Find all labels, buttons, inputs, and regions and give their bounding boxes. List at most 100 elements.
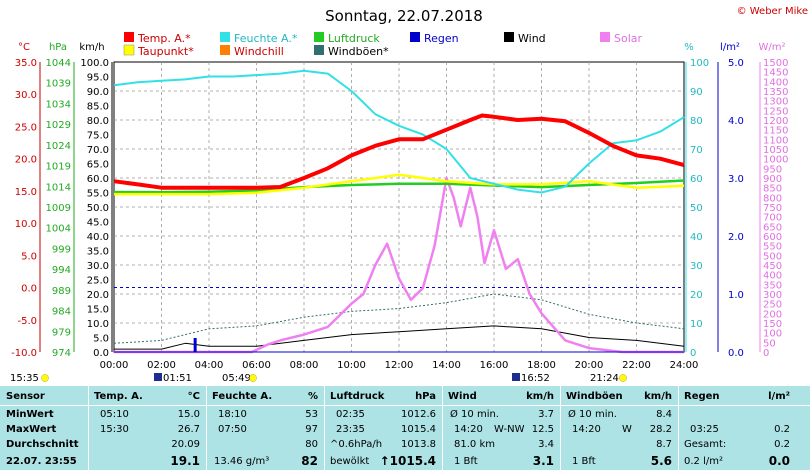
solar-tick-label: 450 — [763, 261, 782, 272]
wind-tick-label: 75.0 — [87, 131, 109, 142]
legend-label-temp: Temp. A.* — [137, 32, 191, 45]
wind-tick-label: 55.0 — [87, 189, 109, 200]
solar-tick-label: 700 — [763, 213, 782, 224]
press-tick-label: 1029 — [46, 120, 71, 131]
series-layer — [113, 69, 685, 354]
wind-avg10-value: 3.7 — [538, 409, 554, 420]
gust-max-dir: W — [622, 424, 632, 435]
header-rain-unit: l/m² — [768, 391, 790, 402]
grid — [114, 62, 684, 352]
header-temp: Temp. A. — [94, 391, 143, 402]
unit-rain: l/m² — [720, 42, 740, 53]
marker-moon2-time: 16:52 — [521, 373, 550, 384]
legend-label-humidity: Feuchte A.* — [234, 32, 298, 45]
x-tick-label: 16:00 — [480, 360, 509, 371]
moon-icon-1 — [154, 373, 162, 381]
header-hum-unit: % — [307, 391, 318, 402]
x-tick-label: 06:00 — [242, 360, 271, 371]
series-line-wind — [114, 325, 685, 350]
wind-tick-label: 40.0 — [87, 232, 109, 243]
press-tick-label: 1004 — [46, 224, 71, 235]
press-tick-label: 1039 — [46, 79, 71, 90]
wind-tick-label: 25.0 — [87, 276, 109, 287]
wind-avg10-label: Ø 10 min. — [450, 409, 499, 420]
solar-tick-label: 1500 — [763, 58, 788, 69]
unit-temp: °C — [18, 42, 30, 53]
rain-total-label: Gesamt: — [684, 439, 727, 450]
press-min-time: 02:35 — [336, 409, 365, 420]
rain-tick-label: 5.0 — [728, 58, 744, 69]
legend-swatch-dewpoint — [123, 44, 135, 56]
solar-tick-label: 150 — [763, 319, 782, 330]
gust-max-time: 14:20 — [572, 424, 601, 435]
legend-label-rain: Regen — [424, 32, 459, 45]
hum-tick-label: 50 — [690, 203, 703, 214]
wind-tick-label: 95.0 — [87, 73, 109, 84]
hum-max-time: 07:50 — [218, 424, 247, 435]
legend-swatch-temp — [124, 32, 134, 42]
wind-tick-label: 0.0 — [93, 348, 109, 359]
header-wind-unit: km/h — [526, 391, 554, 402]
wind-max-dir: W-NW — [494, 424, 525, 435]
press-max-value: 1015.4 — [401, 424, 436, 435]
gust-bft: 1 Bft — [572, 456, 596, 467]
temp-tick-label: 0.0 — [21, 284, 37, 295]
press-tick-label: 984 — [52, 307, 71, 318]
temp-max-value: 26.7 — [177, 424, 200, 435]
row-label-max: MaxWert — [6, 424, 57, 435]
wind-tick-label: 50.0 — [87, 203, 109, 214]
press-tick-label: 1034 — [46, 99, 71, 110]
hum-min-time: 18:10 — [218, 409, 247, 420]
hum-tick-label: 30 — [690, 261, 703, 272]
header-wind: Wind — [448, 391, 477, 402]
press-tick-label: 1019 — [46, 162, 71, 173]
marker-moon1-time: 01:51 — [163, 373, 192, 384]
legend-swatch-pressure — [314, 32, 324, 42]
solar-tick-label: 1200 — [763, 116, 788, 127]
wind-tick-label: 5.0 — [93, 334, 109, 345]
rain-tick-label: 2.0 — [728, 232, 744, 243]
x-tick-label: 12:00 — [385, 360, 414, 371]
solar-tick-label: 650 — [763, 222, 782, 233]
press-tick-label: 979 — [52, 327, 71, 338]
solar-tick-label: 300 — [763, 290, 782, 301]
sunrise-time: 05:49 — [222, 373, 251, 384]
solar-tick-label: 950 — [763, 164, 782, 175]
hum-tick-label: 10 — [690, 319, 703, 330]
gust-current-value: 5.6 — [650, 454, 672, 468]
hum-current-value: 82 — [301, 454, 318, 468]
legend-swatch-windchill — [220, 45, 230, 55]
temp-max-time: 15:30 — [100, 424, 129, 435]
solar-tick-label: 1350 — [763, 87, 788, 98]
moon-icon-2 — [512, 373, 520, 381]
header-gust-unit: km/h — [644, 391, 672, 402]
press-tick-label: 1044 — [46, 58, 71, 69]
x-tick-label: 00:00 — [100, 360, 129, 371]
temp-current-value: 19.1 — [170, 454, 200, 468]
solar-tick-label: 850 — [763, 184, 782, 195]
temp-tick-label: 20.0 — [15, 155, 37, 166]
temp-tick-label: 5.0 — [21, 251, 37, 262]
temp-tick-label: 25.0 — [15, 122, 37, 133]
solar-tick-label: 900 — [763, 174, 782, 185]
press-tick-label: 1024 — [46, 141, 71, 152]
x-tick-label: 08:00 — [290, 360, 319, 371]
gust-avg-value: 8.7 — [656, 439, 672, 450]
temp-tick-label: -10.0 — [11, 348, 37, 359]
solar-tick-label: 800 — [763, 193, 782, 204]
solar-tick-label: 1100 — [763, 135, 788, 146]
chart-title: Sonntag, 22.07.2018 — [325, 7, 483, 25]
header-temp-unit: °C — [187, 391, 200, 402]
rain-max-value: 0.2 — [774, 424, 790, 435]
solar-tick-label: 250 — [763, 300, 782, 311]
hum-tick-label: 90 — [690, 87, 703, 98]
hum-tick-label: 20 — [690, 290, 703, 301]
x-tick-label: 10:00 — [337, 360, 366, 371]
solar-tick-label: 400 — [763, 271, 782, 282]
wind-max-time: 14:20 — [454, 424, 483, 435]
solar-tick-label: 1000 — [763, 155, 788, 166]
press-tick-label: 1009 — [46, 203, 71, 214]
hum-tick-label: 40 — [690, 232, 703, 243]
temp-tick-label: 30.0 — [15, 90, 37, 101]
sunset-icon — [619, 374, 627, 382]
